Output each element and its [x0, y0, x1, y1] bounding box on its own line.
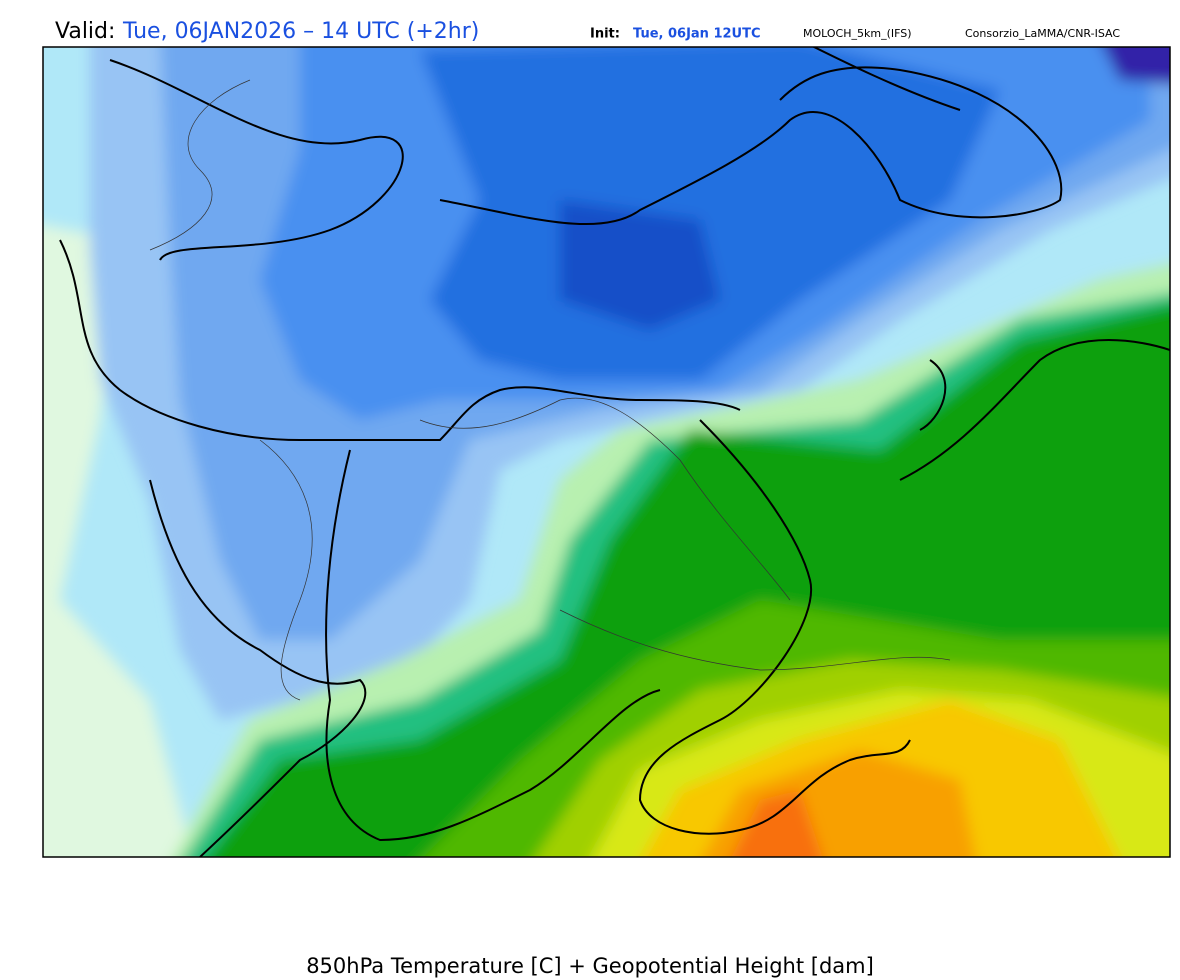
credit: Consorzio_LaMMA/CNR-ISAC [965, 27, 1120, 40]
valid-label: Valid: [55, 19, 115, 44]
init-time: Tue, 06Jan 12UTC [633, 27, 761, 42]
init-label: Init: [590, 27, 620, 42]
map-frame [42, 46, 1171, 858]
valid-time: Tue, 06JAN2026 – 14 UTC (+2hr) [122, 19, 479, 44]
model: MOLOCH_5km_(IFS) [803, 27, 912, 40]
map-field [43, 47, 1170, 857]
footer-title: 850hPa Temperature [C] + Geopotential He… [306, 954, 874, 978]
